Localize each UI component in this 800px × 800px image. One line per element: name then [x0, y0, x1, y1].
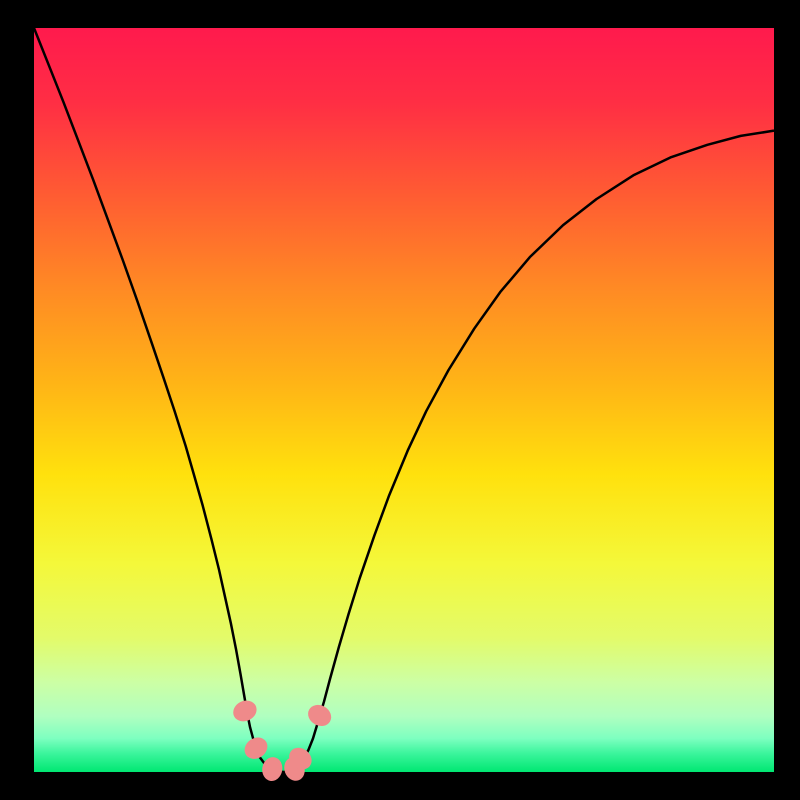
gradient-background [34, 28, 774, 772]
bottleneck-curve-chart [0, 0, 800, 800]
root-container: TheBottleneck.com [0, 0, 800, 800]
